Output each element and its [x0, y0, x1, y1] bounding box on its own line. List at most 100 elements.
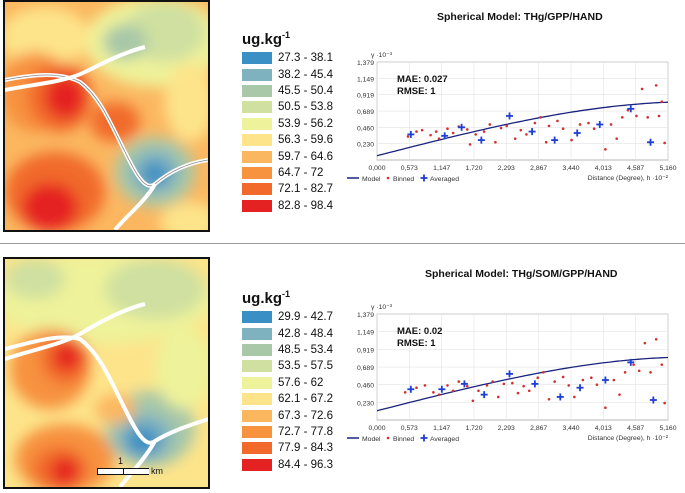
binned-point [590, 376, 593, 380]
x-tick-label: 1,720 [465, 425, 482, 432]
legend-swatch [242, 442, 272, 455]
legend-entry: 53.5 - 57.5 [242, 358, 333, 374]
legend-label: 38.2 - 45.4 [278, 68, 333, 81]
averaged-point [477, 136, 485, 144]
legend-bottom: ug.kg-1 29.9 - 42.7 42.8 - 48.4 48.5 - 53.… [242, 289, 333, 473]
legend-entry: 67.3 - 72.6 [242, 407, 333, 423]
legend-label: 67.3 - 72.6 [278, 409, 333, 422]
legend-top: ug.kg-1 27.3 - 38.1 38.2 - 45.4 45.5 - 50.… [242, 30, 333, 214]
averaged-point [601, 376, 609, 384]
binned-point [604, 406, 607, 410]
binned-point [429, 133, 432, 137]
binned-point [637, 369, 641, 373]
binned-point [446, 127, 449, 131]
binned-point [649, 371, 652, 374]
chart-legend: Model Binned Averaged [347, 434, 459, 443]
y-axis-label: γ ·10⁻³ [371, 52, 393, 59]
chart-title-top: Spherical Model: THg/GPP/HAND [437, 11, 603, 23]
binned-point [660, 100, 664, 104]
x-tick-label: 3,440 [562, 425, 579, 432]
binned-point [437, 393, 441, 396]
binned-point [525, 133, 528, 136]
averaged-point [531, 380, 539, 388]
averaged-point [627, 105, 635, 113]
legend-swatch [242, 343, 272, 356]
legend-swatch [242, 393, 272, 406]
binned-point [592, 127, 596, 131]
legend-entry: 84.4 - 96.3 [242, 457, 333, 473]
x-tick-label: 0,000 [368, 425, 385, 432]
binned-point [496, 395, 500, 399]
x-tick-label: 1,147 [433, 165, 450, 172]
legend-swatch [242, 376, 272, 389]
legend-label: 72.1 - 82.7 [278, 183, 333, 196]
x-tick-label: 3,440 [562, 165, 579, 172]
legend-label: 53.5 - 57.5 [278, 360, 333, 373]
averaged-point [458, 123, 466, 131]
legend-entry: 48.5 - 53.4 [242, 342, 333, 358]
legend-label: 82.8 - 98.4 [278, 199, 333, 212]
legend-swatch [242, 199, 272, 212]
x-tick-label: 1,147 [433, 425, 450, 432]
x-tick-label: 0,573 [401, 165, 418, 172]
y-tick-label: 0,689 [357, 109, 374, 116]
binned-point [663, 401, 666, 405]
model-curve [376, 101, 669, 157]
binned-point [623, 371, 627, 374]
binned-point [578, 123, 582, 126]
y-tick-label: 0,919 [357, 347, 374, 354]
binned-point [547, 124, 551, 128]
legend-averaged-label: Averaged [430, 436, 459, 443]
binned-point [516, 391, 520, 395]
binned-point [415, 386, 418, 390]
legend-swatch [242, 327, 272, 340]
x-tick-label: 4,013 [595, 425, 612, 432]
binned-point [423, 384, 427, 387]
x-tick-label: 0,000 [368, 165, 385, 172]
averaged-point [551, 136, 559, 144]
binned-point [570, 138, 573, 142]
legend-label: 62.1 - 67.2 [278, 393, 333, 406]
binned-point [482, 130, 486, 133]
x-tick-label: 4,587 [627, 165, 644, 172]
legend-binned-label: Binned [393, 176, 414, 183]
scale-bar-unit: km [151, 466, 163, 476]
averaged-point [407, 130, 415, 138]
legend-label: 45.5 - 50.4 [278, 84, 333, 97]
legend-label: 77.9 - 84.3 [278, 442, 333, 455]
binned-point [519, 128, 523, 132]
binned-point [581, 378, 585, 382]
averaged-point [441, 132, 449, 140]
variogram-chart-bottom: 0,230 0,460 0,689 0,919 1,149 1,379 0,000 0,573… [347, 304, 677, 443]
binned-point [502, 382, 506, 386]
binned-point [457, 380, 461, 383]
legend-entry: 56.3 - 59.6 [242, 132, 333, 148]
x-tick-label: 2,867 [530, 425, 547, 432]
legend-label: 84.4 - 96.3 [278, 458, 333, 471]
legend-entry: 53.9 - 56.2 [242, 116, 333, 132]
binned-point [513, 137, 517, 140]
y-tick-label: 0,919 [357, 93, 374, 100]
legend-swatch [242, 183, 272, 196]
binned-point [567, 384, 571, 387]
x-axis-label: Distance (Degree), h ·10⁻² [588, 435, 669, 442]
binned-point [635, 114, 638, 118]
binned-point [511, 381, 514, 385]
legend-model-label: Model [362, 436, 381, 443]
y-tick-label: 0,689 [357, 365, 374, 372]
x-tick-label: 5,160 [659, 425, 676, 432]
legend-entry: 72.7 - 77.8 [242, 424, 333, 440]
legend-averaged-label: Averaged [430, 176, 459, 183]
binned-point [468, 143, 472, 146]
legend-entry: 62.1 - 67.2 [242, 391, 333, 407]
legend-swatch [242, 150, 272, 163]
binned-point [556, 119, 559, 123]
legend-swatch [242, 458, 272, 471]
y-tick-label: 0,460 [357, 383, 374, 390]
binned-point [609, 123, 613, 126]
y-tick-label: 1,149 [357, 330, 374, 337]
binned-point [485, 384, 489, 387]
legend-swatch [242, 101, 272, 114]
averaged-point [407, 385, 415, 393]
